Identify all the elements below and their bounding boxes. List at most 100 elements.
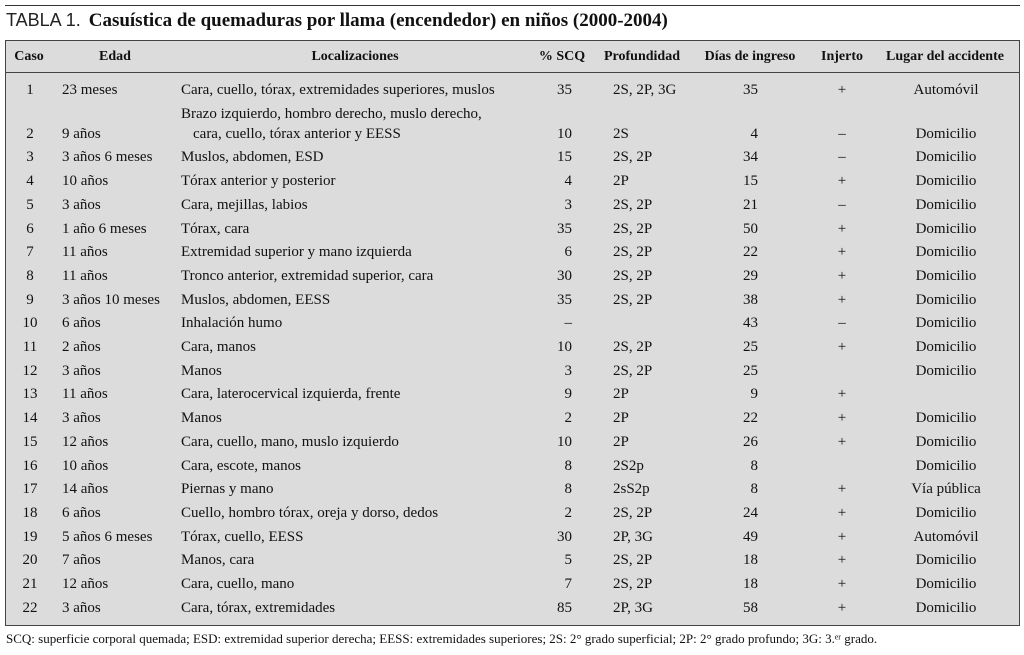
profundidad-cell: 2P — [613, 433, 629, 450]
lugar-cell: Domicilio — [915, 576, 977, 592]
caso-cell: 8 — [26, 267, 34, 284]
profundidad-cell: 2S, 2P — [613, 291, 653, 308]
injerto-cell: + — [837, 339, 847, 355]
edad-cell: 1 año 6 meses — [62, 220, 147, 237]
caso-cell: 3 — [26, 149, 34, 166]
edad-cell: 3 años — [62, 196, 101, 213]
injerto-cell: – — [838, 315, 846, 332]
scq-cell: 2 — [564, 410, 573, 427]
table-box — [5, 40, 1020, 626]
localizaciones-cell: Cara, manos — [181, 339, 256, 355]
localizaciones-cell: Cara, laterocervical izquierda, frente — [181, 386, 401, 403]
profundidad-cell: 2S — [613, 125, 629, 142]
caso-cell: 18 — [22, 504, 38, 521]
caso-cell: 15 — [22, 433, 38, 450]
dias-cell: 50 — [743, 220, 758, 237]
profundidad-cell: 2S, 2P — [613, 196, 653, 213]
localizaciones-cell: Manos, cara — [181, 552, 255, 569]
profundidad-cell: 2sS2p — [613, 481, 650, 498]
injerto-cell: – — [838, 149, 846, 166]
injerto-cell: – — [838, 196, 846, 213]
header-cell: Caso — [14, 49, 44, 64]
lugar-cell: Domicilio — [915, 457, 977, 474]
scq-cell: 2 — [564, 504, 573, 521]
profundidad-cell: 2P — [613, 410, 629, 427]
edad-cell: 5 años 6 meses — [62, 528, 153, 545]
scq-cell: 35 — [557, 291, 572, 308]
header-cell: Injerto — [821, 49, 863, 64]
scq-cell: 10 — [557, 125, 572, 142]
localizaciones-cell: Tórax, cara — [181, 220, 250, 237]
lugar-cell: Domicilio — [915, 362, 977, 379]
lugar-cell: Domicilio — [915, 173, 977, 190]
localizaciones-cell: Cara, cuello, mano, muslo izquierdo — [181, 433, 399, 450]
injerto-cell: + — [837, 173, 847, 190]
header-rule — [5, 72, 1020, 73]
caso-cell: 11 — [22, 339, 38, 355]
lugar-cell: Domicilio — [915, 599, 977, 616]
edad-cell: 9 años — [62, 125, 101, 142]
profundidad-cell: 2S, 2P, 3G — [613, 82, 677, 98]
profundidad-cell: 2P, 3G — [613, 599, 654, 616]
edad-cell: 3 años — [62, 362, 101, 379]
header-cell: Localizaciones — [311, 49, 399, 64]
table-title: TABLA 1. Casuística de quemaduras por lla… — [6, 10, 668, 32]
dias-cell: 25 — [743, 339, 758, 355]
scq-cell: 7 — [564, 576, 573, 592]
header-cell: Lugar del accidente — [886, 49, 1004, 64]
lugar-cell: Automóvil — [913, 528, 979, 545]
injerto-cell: + — [837, 576, 847, 592]
lugar-cell: Domicilio — [915, 125, 977, 142]
caso-cell: 1 — [26, 82, 34, 98]
edad-cell: 3 años — [62, 599, 101, 616]
edad-cell: 3 años — [62, 410, 101, 427]
scq-cell: 4 — [564, 173, 573, 190]
lugar-cell: Domicilio — [915, 433, 977, 450]
localizaciones-cell: Manos — [181, 362, 222, 379]
caso-cell: 2 — [26, 125, 34, 142]
scq-cell: 10 — [557, 339, 572, 355]
lugar-cell: Domicilio — [915, 196, 977, 213]
lugar-cell: Domicilio — [915, 315, 977, 332]
profundidad-cell: 2P — [613, 173, 629, 190]
edad-cell: 3 años 6 meses — [62, 149, 153, 166]
profundidad-cell: 2P — [613, 386, 629, 403]
lugar-cell: Vía pública — [911, 481, 981, 498]
dias-cell: 18 — [743, 552, 758, 569]
profundidad-cell: 2S, 2P — [613, 244, 653, 261]
edad-cell: 6 años — [62, 504, 101, 521]
caso-cell: 6 — [26, 220, 34, 237]
caso-cell: 5 — [26, 196, 34, 213]
edad-cell: 11 años — [62, 267, 108, 284]
caso-cell: 10 — [22, 315, 38, 332]
injerto-cell: + — [837, 528, 847, 545]
lugar-cell: Domicilio — [915, 504, 977, 521]
dias-cell: 21 — [743, 196, 758, 213]
table-label: TABLA 1. — [6, 10, 81, 30]
dias-cell: 22 — [743, 410, 758, 427]
profundidad-cell: 2S, 2P — [613, 149, 653, 166]
localizaciones-cell: Tórax anterior y posterior — [181, 173, 336, 190]
localizaciones-cell: Cuello, hombro tórax, oreja y dorso, ded… — [181, 504, 439, 521]
dias-cell: 38 — [743, 291, 758, 308]
edad-cell: 11 años — [62, 244, 108, 261]
dias-cell: 29 — [743, 267, 758, 284]
title-text: Casuística de quemaduras por llama (ence… — [88, 10, 668, 31]
caso-cell: 21 — [22, 576, 38, 592]
dias-cell: 18 — [743, 576, 758, 592]
injerto-cell: + — [837, 410, 847, 427]
caso-cell: 7 — [26, 244, 34, 261]
caso-cell: 22 — [22, 599, 38, 616]
profundidad-cell: 2S, 2P — [613, 220, 653, 237]
caso-cell: 12 — [22, 362, 38, 379]
scq-cell: 9 — [564, 386, 573, 403]
localizaciones-cell: Cara, escote, manos — [181, 457, 301, 474]
scq-cell: – — [564, 315, 573, 332]
localizaciones-cell: Cara, tórax, extremidades — [181, 599, 336, 616]
edad-cell: 6 años — [62, 315, 101, 332]
rule — [5, 5, 1020, 6]
dias-cell: 43 — [743, 315, 758, 332]
scq-cell: 5 — [564, 552, 573, 569]
header-cell: % SCQ — [538, 49, 586, 64]
localizaciones-cell: Cara, cuello, tórax, extremidades superi… — [181, 82, 495, 98]
